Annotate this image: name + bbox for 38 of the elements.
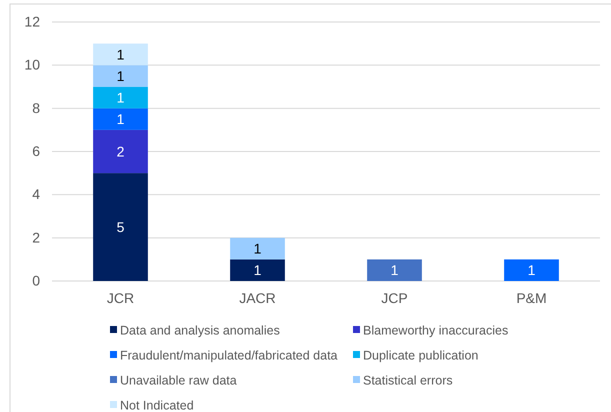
x-tick-label: JCR: [106, 290, 134, 306]
data-label: 1: [116, 68, 125, 84]
data-label: 1: [528, 262, 536, 278]
bar: [230, 238, 285, 260]
bar: [93, 44, 148, 66]
data-label: 1: [254, 240, 262, 257]
legend-label: Fraudulent/manipulated/fabricated data: [120, 348, 338, 362]
data-label: 1: [116, 89, 125, 106]
bar: [93, 65, 148, 87]
data-label: 1: [116, 46, 125, 62]
y-tick-label: 0: [32, 272, 40, 288]
legend-label: Blameworthy inaccuracies: [363, 323, 508, 338]
y-tick-label: 10: [24, 56, 40, 73]
legend-label: Statistical errors: [363, 373, 453, 388]
x-tick-label: JCP: [381, 290, 408, 306]
bar: [504, 259, 559, 281]
y-tick-label: 2: [32, 229, 40, 246]
data-label: 1: [254, 262, 262, 278]
legend-label: Data and analysis anomalies: [120, 323, 280, 338]
y-tick-label: 4: [32, 186, 40, 202]
bar: [367, 259, 422, 281]
data-label: 1: [390, 262, 399, 278]
data-label: 1: [116, 111, 125, 128]
y-tick-label: 12: [24, 13, 40, 30]
bar: [93, 173, 148, 281]
bar: [93, 130, 148, 174]
bar: [93, 86, 148, 108]
bar: [93, 108, 148, 130]
legend-label: Duplicate publication: [363, 348, 478, 362]
x-tick-label: JACR: [239, 290, 276, 306]
legend-label: Unavailable raw data: [120, 373, 237, 388]
bar: [230, 259, 285, 281]
legend-label: Not Indicated: [120, 398, 194, 412]
y-tick-label: 8: [32, 100, 40, 116]
y-tick-label: 6: [32, 142, 40, 159]
x-tick-label: P&M: [516, 290, 547, 306]
data-label: 2: [116, 143, 125, 160]
data-label: 5: [116, 218, 125, 235]
